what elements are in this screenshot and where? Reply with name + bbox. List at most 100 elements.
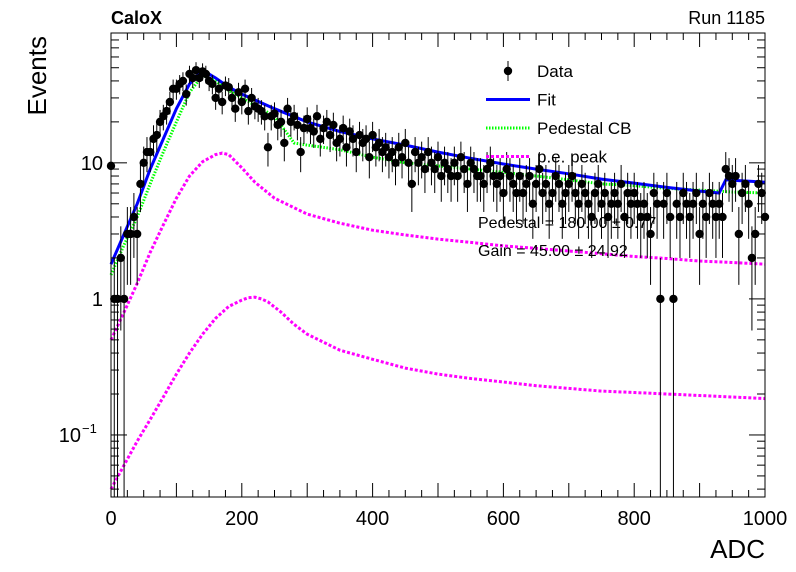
data-point — [260, 104, 269, 131]
data-points — [106, 62, 770, 497]
data-point — [456, 141, 466, 179]
data-point — [463, 164, 472, 212]
data-point — [747, 226, 757, 331]
axis-ticks — [110, 32, 766, 497]
data-point — [616, 164, 626, 212]
data-point — [165, 91, 175, 115]
data-point — [705, 172, 714, 225]
data-point — [136, 164, 145, 212]
data-point — [345, 118, 354, 148]
data-point — [211, 88, 220, 110]
x-tick-label: 800 — [618, 508, 651, 530]
data-point — [548, 172, 557, 225]
legend-label: Fit — [537, 91, 556, 110]
data-point — [643, 193, 652, 258]
data-point — [525, 158, 534, 202]
data-point — [574, 181, 583, 239]
data-point — [391, 146, 400, 186]
data-point — [276, 109, 286, 137]
x-tick-label: 600 — [487, 508, 520, 530]
data-point — [613, 181, 623, 239]
data-point — [355, 121, 364, 153]
data-point — [652, 181, 662, 239]
data-point — [731, 158, 740, 202]
data-point — [404, 146, 413, 186]
data-point — [440, 146, 449, 186]
data-point — [280, 128, 289, 162]
data-point — [587, 193, 596, 258]
data-point — [410, 137, 420, 173]
data-point — [695, 207, 704, 285]
data-point — [476, 158, 485, 202]
y-tick-label-exponent: −1 — [82, 421, 97, 436]
data-point — [649, 172, 659, 225]
data-point — [263, 132, 273, 167]
data-point — [610, 172, 619, 225]
data-point — [469, 152, 479, 194]
data-point — [401, 128, 410, 162]
data-point — [528, 181, 538, 239]
curve-p-e-peak-upper — [109, 151, 766, 341]
legend-entry-p-e-peak: p.e. peak — [486, 148, 607, 167]
data-point — [365, 141, 374, 179]
y-tick-label: 10 — [59, 425, 81, 447]
data-point — [505, 158, 515, 202]
data-point — [656, 257, 665, 497]
data-point — [724, 158, 734, 202]
data-point — [479, 164, 488, 212]
data-point — [309, 118, 318, 148]
data-point — [492, 164, 502, 212]
legend-label: Data — [537, 62, 573, 81]
data-point — [692, 172, 701, 225]
curve-p-e-peak-lower — [109, 295, 766, 490]
data-point — [698, 181, 708, 239]
data-point — [728, 164, 737, 212]
data-point — [374, 128, 384, 162]
data-point — [744, 181, 753, 239]
data-point — [427, 146, 436, 186]
data-point — [407, 164, 417, 212]
data-point — [450, 146, 459, 186]
data-point — [571, 172, 580, 225]
data-point — [116, 226, 126, 331]
data-point — [750, 207, 760, 285]
x-tick-label: 0 — [105, 508, 116, 530]
data-point — [214, 79, 224, 100]
data-point — [329, 112, 338, 141]
gain-fit-result: Gain = 45.00 ± 24.92 — [478, 243, 628, 260]
data-point — [489, 158, 498, 202]
data-point — [580, 172, 590, 225]
data-point — [208, 75, 217, 95]
data-point — [352, 137, 361, 173]
data-point — [669, 257, 678, 497]
x-axis-label: ADC — [710, 534, 765, 564]
data-point — [361, 125, 371, 157]
x-tick-label: 1000 — [743, 508, 788, 530]
legend-label: Pedestal CB — [537, 119, 632, 138]
data-point — [715, 181, 724, 239]
legend-entry-fit: Fit — [486, 91, 556, 110]
data-point — [564, 164, 573, 212]
data-point — [237, 91, 246, 115]
y-tick-label: 1 — [92, 289, 103, 311]
data-point — [381, 132, 390, 167]
data-point — [420, 152, 430, 194]
data-point — [231, 97, 240, 122]
data-point — [701, 193, 711, 258]
data-point — [682, 181, 691, 239]
data-point — [734, 207, 744, 285]
legend: Data Fit Pedestal CB p.e. peak — [486, 61, 632, 167]
data-point — [509, 164, 518, 212]
data-point — [182, 84, 191, 106]
data-point — [293, 112, 302, 141]
data-point — [551, 158, 560, 202]
data-point — [240, 79, 250, 100]
data-point — [296, 137, 305, 173]
data-point — [423, 137, 433, 173]
data-point — [633, 181, 642, 239]
data-point — [433, 141, 443, 179]
data-point — [152, 121, 161, 153]
data-point — [499, 172, 508, 225]
data-point — [394, 132, 403, 167]
